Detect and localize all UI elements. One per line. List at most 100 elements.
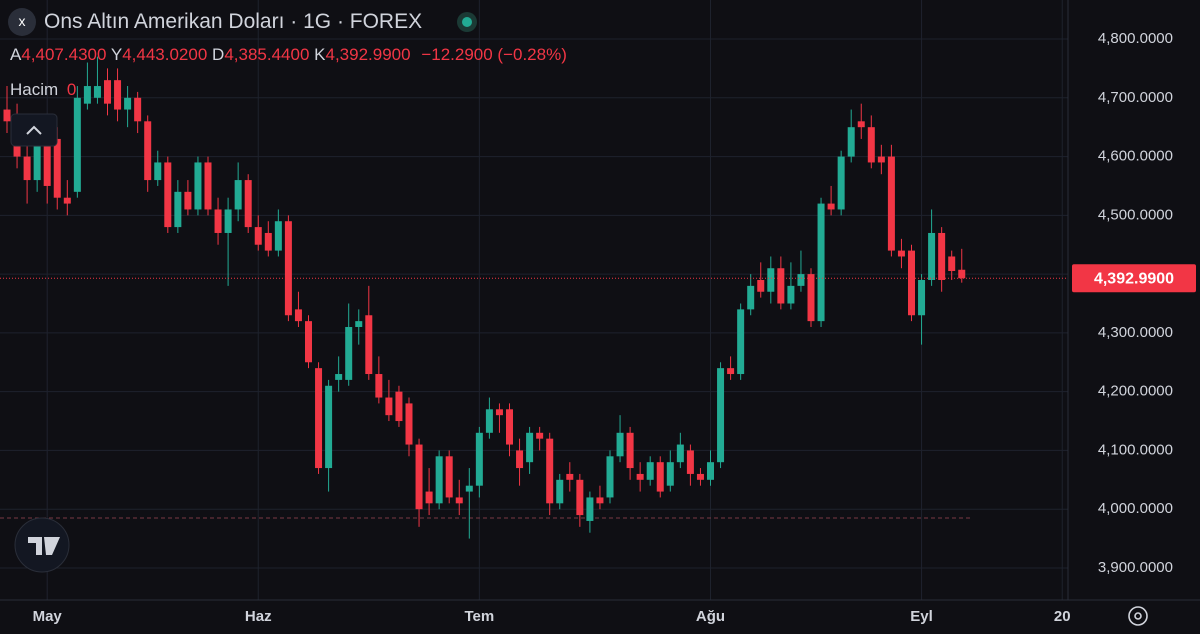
candle-body — [686, 450, 694, 474]
candle-body — [948, 256, 956, 272]
candle-body — [204, 162, 212, 210]
candle-body — [234, 180, 242, 210]
candle-body — [184, 191, 192, 210]
title-row: x Ons Altın Amerikan Doları · 1G · FOREX — [8, 8, 473, 36]
candle-body — [817, 203, 825, 322]
candle-body — [546, 438, 554, 504]
settings-ring — [1128, 606, 1148, 626]
candle-body — [124, 97, 132, 110]
candle-body — [847, 127, 855, 157]
candle-body — [164, 162, 172, 228]
open-label: A — [10, 45, 22, 64]
candle-body — [485, 409, 493, 433]
candle-body — [938, 232, 946, 280]
candle-body — [244, 180, 252, 228]
y-tick-label: 3,900.0000 — [1098, 559, 1173, 576]
candle-body — [867, 127, 875, 163]
candle-body — [93, 86, 101, 98]
x-tick-label: 20 — [1054, 608, 1071, 625]
candle-body — [707, 462, 714, 480]
candle-body — [335, 374, 343, 380]
candle-body — [757, 279, 765, 292]
candle-body — [455, 497, 463, 504]
candle-body — [3, 109, 11, 122]
candle-body — [908, 250, 915, 316]
change: −12.2900 (−0.28%) — [421, 45, 567, 64]
candle-body — [194, 162, 202, 210]
candle-body — [83, 86, 91, 104]
volume-value: 0 — [66, 80, 77, 99]
last-price-label: 4,392.9900 — [1094, 270, 1174, 287]
candle-body — [536, 432, 544, 439]
candle-body — [73, 97, 81, 192]
low-label: D — [212, 45, 225, 64]
candle-body — [747, 285, 755, 310]
x-tick-label: Eyl — [910, 608, 933, 625]
candle-body — [33, 133, 41, 181]
candle-body — [656, 462, 664, 492]
candle-body — [435, 456, 443, 504]
candle-body — [144, 121, 152, 181]
candle-body — [516, 450, 524, 469]
candle-body — [345, 327, 353, 380]
candle-body — [214, 209, 222, 233]
candle-body — [445, 456, 453, 498]
candle-body — [837, 156, 845, 210]
candle-body — [666, 462, 674, 486]
volume-label: Hacim — [10, 80, 59, 99]
candle-body — [104, 80, 111, 104]
candle-body — [415, 444, 423, 510]
candle-body — [606, 456, 614, 498]
candle-body — [877, 156, 885, 163]
close-label: K — [314, 45, 326, 64]
volume-row: Hacim 0 — [10, 80, 76, 100]
candle-body — [425, 491, 433, 504]
y-tick-label: 4,200.0000 — [1098, 383, 1173, 400]
x-tick-label: Ağu — [696, 608, 725, 625]
open-value: 4,407.4300 — [21, 45, 107, 64]
candle-body — [556, 479, 564, 504]
settings-icon[interactable] — [1128, 606, 1148, 626]
candle-body — [918, 279, 926, 316]
y-tick-label: 4,800.0000 — [1098, 30, 1173, 47]
settings-core — [1134, 612, 1142, 620]
candle-body — [495, 409, 503, 416]
candle-body — [114, 80, 122, 110]
candle-body — [787, 285, 795, 304]
status-dot — [462, 17, 473, 27]
candle-body — [355, 321, 363, 328]
candle-body — [395, 391, 403, 422]
candle-body — [646, 462, 654, 480]
marks — [3, 56, 966, 539]
collapse-arrow — [26, 125, 42, 135]
candle-body — [807, 274, 815, 322]
candle-body — [566, 473, 574, 480]
candle-body — [777, 268, 785, 304]
candle-body — [897, 250, 905, 257]
high-value: 4,443.0200 — [122, 45, 208, 64]
grid — [0, 0, 1068, 600]
candle-body — [475, 432, 483, 486]
close-button[interactable]: x — [8, 8, 36, 36]
candle-body — [284, 221, 292, 316]
candle-body — [174, 191, 182, 228]
candle-body — [274, 221, 282, 251]
x-tick-label: Tem — [464, 608, 494, 625]
candle-body — [596, 497, 604, 504]
collapse-button[interactable] — [10, 113, 58, 147]
last-price-box — [1072, 264, 1196, 293]
candle-body — [294, 309, 302, 322]
candle-body — [576, 479, 584, 516]
candle-body — [375, 374, 383, 398]
x-tick-label: May — [33, 608, 63, 625]
candle-body — [827, 203, 835, 210]
candle-body — [586, 497, 594, 521]
candle-body — [315, 368, 323, 469]
candle-body — [465, 485, 473, 492]
candle-body — [63, 197, 71, 204]
candle-body — [325, 385, 333, 469]
high-label: Y — [110, 45, 123, 64]
